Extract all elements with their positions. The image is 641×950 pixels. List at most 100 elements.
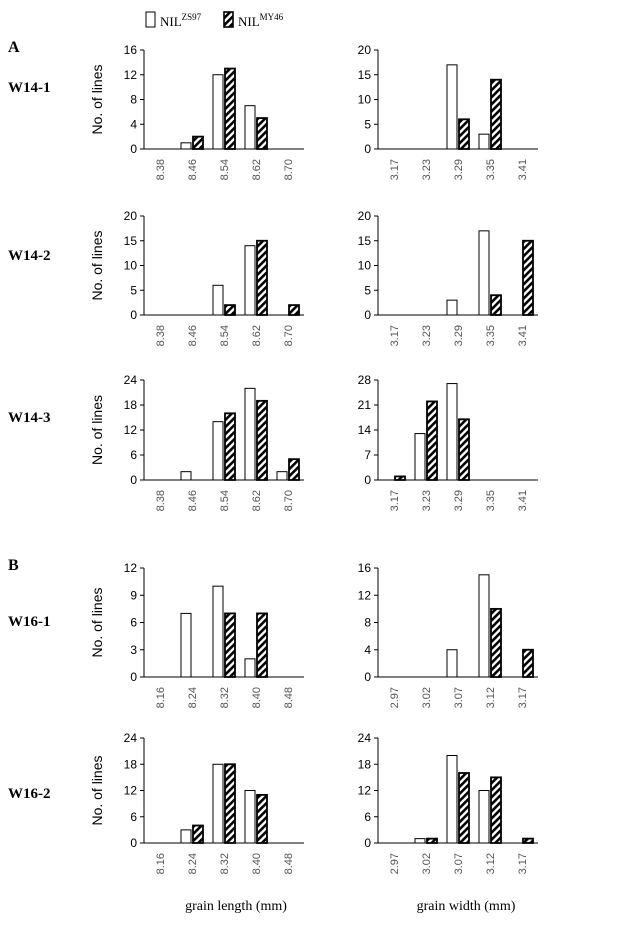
x-tick-label: 8.70 xyxy=(283,325,295,346)
y-tick-label: 20 xyxy=(124,209,138,223)
x-tick-label: 8.40 xyxy=(251,687,263,708)
bar-my46 xyxy=(394,475,406,481)
y-tick-label: 6 xyxy=(130,448,137,462)
row-label-w14-3: W14-3 xyxy=(8,410,51,426)
bar-my46 xyxy=(490,294,502,316)
x-tick-label: 3.29 xyxy=(453,159,465,180)
y-tick-label: 3 xyxy=(130,643,137,657)
x-tick-label: 8.46 xyxy=(187,490,199,511)
bar-zs97 xyxy=(446,649,458,678)
y-tick-label: 6 xyxy=(130,616,137,630)
y-tick-label: 5 xyxy=(364,283,371,297)
y-tick-label: 12 xyxy=(124,561,138,575)
y-tick-label: 12 xyxy=(124,784,138,798)
bar-zs97 xyxy=(212,585,224,678)
panel-label-b: B xyxy=(8,557,19,574)
legend-swatch-zs97 xyxy=(145,11,156,28)
x-tick-label: 8.16 xyxy=(155,853,167,874)
y-axis-title: No. of lines xyxy=(89,64,105,134)
bar-zs97 xyxy=(446,755,458,844)
bar-zs97 xyxy=(478,790,490,844)
x-tick-label: 3.02 xyxy=(421,687,433,708)
y-tick-label: 15 xyxy=(358,68,372,82)
legend-label-my46-sup: MY46 xyxy=(260,12,284,22)
y-tick-label: 20 xyxy=(358,43,372,57)
row-label-w16-2: W16-2 xyxy=(8,786,51,802)
x-tick-label: 3.23 xyxy=(421,159,433,180)
bar-zs97 xyxy=(478,574,490,678)
y-tick-label: 18 xyxy=(124,398,138,412)
x-tick-label: 8.40 xyxy=(251,853,263,874)
y-axis-title: No. of lines xyxy=(89,587,105,657)
bar-zs97 xyxy=(244,245,256,316)
y-axis-title: No. of lines xyxy=(89,755,105,825)
panel-label-a: A xyxy=(8,39,20,56)
y-tick-label: 18 xyxy=(358,757,372,771)
bar-chart-w16-2-width: 0 6 12 18 24 2.97 3.02 3.07 3.12 3.17 xyxy=(358,731,538,874)
bar-zs97 xyxy=(414,838,426,844)
bar-zs97 xyxy=(212,421,224,481)
bar-my46 xyxy=(224,612,236,678)
y-tick-label: 24 xyxy=(124,373,138,387)
bar-chart-w14-1-length: 0 4 8 12 16 8.38 8.46 8.54 8.62 8.70 No. of lines xyxy=(89,43,304,180)
bar-zs97 xyxy=(180,471,192,481)
bar-my46 xyxy=(490,776,502,844)
y-tick-label: 0 xyxy=(130,142,137,156)
legend-label-zs97: NILZS97 xyxy=(160,12,202,29)
x-tick-label: 8.54 xyxy=(219,490,231,511)
x-tick-label: 3.41 xyxy=(517,490,529,511)
x-tick-label: 3.23 xyxy=(421,325,433,346)
y-tick-label: 20 xyxy=(358,209,372,223)
y-tick-label: 0 xyxy=(364,473,371,487)
x-tick-label: 8.48 xyxy=(283,853,295,874)
bar-zs97 xyxy=(180,612,192,678)
y-tick-label: 7 xyxy=(364,448,371,462)
x-tick-label: 3.29 xyxy=(453,325,465,346)
x-tick-label: 3.17 xyxy=(389,159,401,180)
x-tick-label: 3.29 xyxy=(453,490,465,511)
y-tick-label: 4 xyxy=(364,643,371,657)
bar-my46 xyxy=(224,412,236,481)
bar-chart-w14-3-width: 0 7 14 21 28 3.17 3.23 3.29 3.35 3.41 xyxy=(358,373,538,511)
bar-zs97 xyxy=(244,387,256,481)
bar-my46 xyxy=(256,239,268,316)
bar-my46 xyxy=(490,607,502,678)
bar-zs97 xyxy=(446,64,458,150)
row-label-w16-1: W16-1 xyxy=(8,614,51,630)
x-tick-label: 8.32 xyxy=(219,853,231,874)
bar-zs97 xyxy=(414,433,426,481)
bar-my46 xyxy=(224,67,236,150)
x-tick-label: 2.97 xyxy=(389,853,401,874)
bar-my46 xyxy=(256,612,268,678)
y-tick-label: 5 xyxy=(364,117,371,131)
bar-my46 xyxy=(256,399,268,481)
legend-label-my46: NILMY46 xyxy=(238,12,284,29)
bar-my46 xyxy=(458,418,470,481)
bar-my46 xyxy=(192,824,204,844)
y-tick-label: 6 xyxy=(130,810,137,824)
x-tick-label: 8.54 xyxy=(219,159,231,180)
x-tick-label: 8.54 xyxy=(219,325,231,346)
x-tick-label: 3.07 xyxy=(453,853,465,874)
y-tick-label: 12 xyxy=(358,588,372,602)
y-tick-label: 15 xyxy=(124,234,138,248)
y-axis-title: No. of lines xyxy=(89,395,105,465)
x-axis-title-length: grain length (mm) xyxy=(185,899,287,914)
x-tick-label: 3.41 xyxy=(517,325,529,346)
x-tick-label: 8.46 xyxy=(187,325,199,346)
y-tick-label: 28 xyxy=(358,373,372,387)
x-tick-label: 8.62 xyxy=(251,490,263,511)
y-tick-label: 0 xyxy=(130,836,137,850)
y-tick-label: 16 xyxy=(124,43,138,57)
y-tick-label: 16 xyxy=(358,561,372,575)
y-tick-label: 10 xyxy=(358,259,372,273)
y-tick-label: 0 xyxy=(130,473,137,487)
y-tick-label: 10 xyxy=(358,93,372,107)
y-tick-label: 12 xyxy=(124,68,138,82)
bar-zs97 xyxy=(244,658,256,678)
x-tick-label: 3.35 xyxy=(485,159,497,180)
y-tick-label: 18 xyxy=(124,757,138,771)
x-tick-label: 3.17 xyxy=(517,687,529,708)
x-tick-label: 3.23 xyxy=(421,490,433,511)
bar-my46 xyxy=(426,837,438,844)
